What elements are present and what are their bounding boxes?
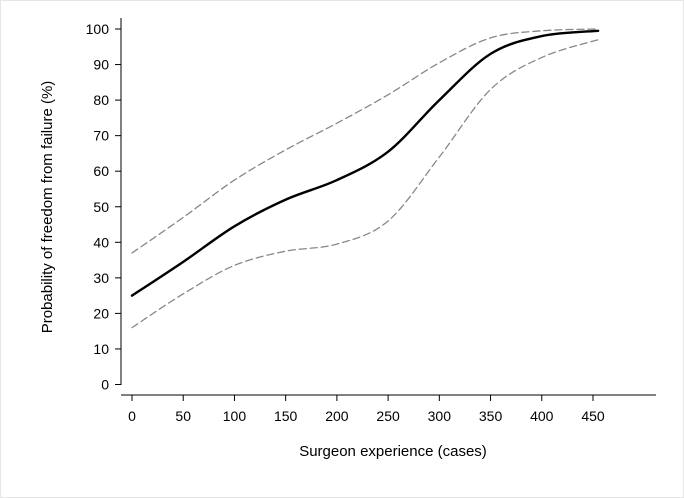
series-group: [130, 28, 600, 329]
y-tick-label: 10: [93, 341, 109, 357]
x-tick-label: 450: [581, 408, 605, 424]
y-tick-label: 100: [86, 21, 110, 37]
estimate-line: [130, 29, 600, 297]
y-tick-label: 40: [93, 234, 109, 250]
x-tick-label: 200: [325, 408, 349, 424]
y-tick-label: 90: [93, 57, 109, 73]
x-tick-label: 350: [479, 408, 503, 424]
x-tick-label: 50: [175, 408, 191, 424]
y-tick-label: 30: [93, 270, 109, 286]
y-tick-label: 70: [93, 128, 109, 144]
y-axis-title: Probability of freedom from failure (%): [39, 81, 56, 334]
x-tick-label: 400: [530, 408, 554, 424]
y-tick-label: 50: [93, 199, 109, 215]
x-tick-label: 150: [274, 408, 298, 424]
y-tick-label: 60: [93, 163, 109, 179]
lower-confidence-line: [131, 39, 599, 329]
y-tick-label: 80: [93, 92, 109, 108]
y-ticks: 0 10 20 30 40 50 60 70 80 90 100: [86, 21, 121, 393]
x-tick-label: 0: [128, 408, 136, 424]
x-tick-label: 300: [428, 408, 452, 424]
x-tick-label: 250: [376, 408, 400, 424]
x-axis-title: Surgeon experience (cases): [299, 443, 487, 460]
x-tick-label: 100: [223, 408, 247, 424]
x-ticks: 0 50 100 150 200 250 300 350 400 450: [128, 395, 605, 424]
y-tick-label: 0: [101, 377, 109, 393]
upper-confidence-line: [131, 28, 599, 254]
y-tick-label: 20: [93, 305, 109, 321]
